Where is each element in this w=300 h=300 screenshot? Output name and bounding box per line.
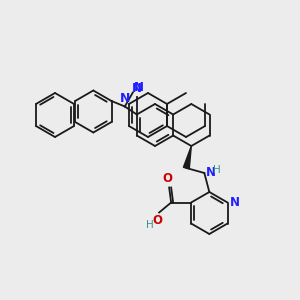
Polygon shape [183,146,191,169]
Text: H: H [213,165,221,175]
Text: N: N [132,82,142,95]
Text: N: N [206,167,216,179]
Text: N: N [230,196,239,209]
Text: O: O [162,172,172,184]
Text: N: N [134,81,144,94]
Text: H: H [146,220,154,230]
Text: O: O [152,214,162,227]
Text: N: N [120,92,130,106]
